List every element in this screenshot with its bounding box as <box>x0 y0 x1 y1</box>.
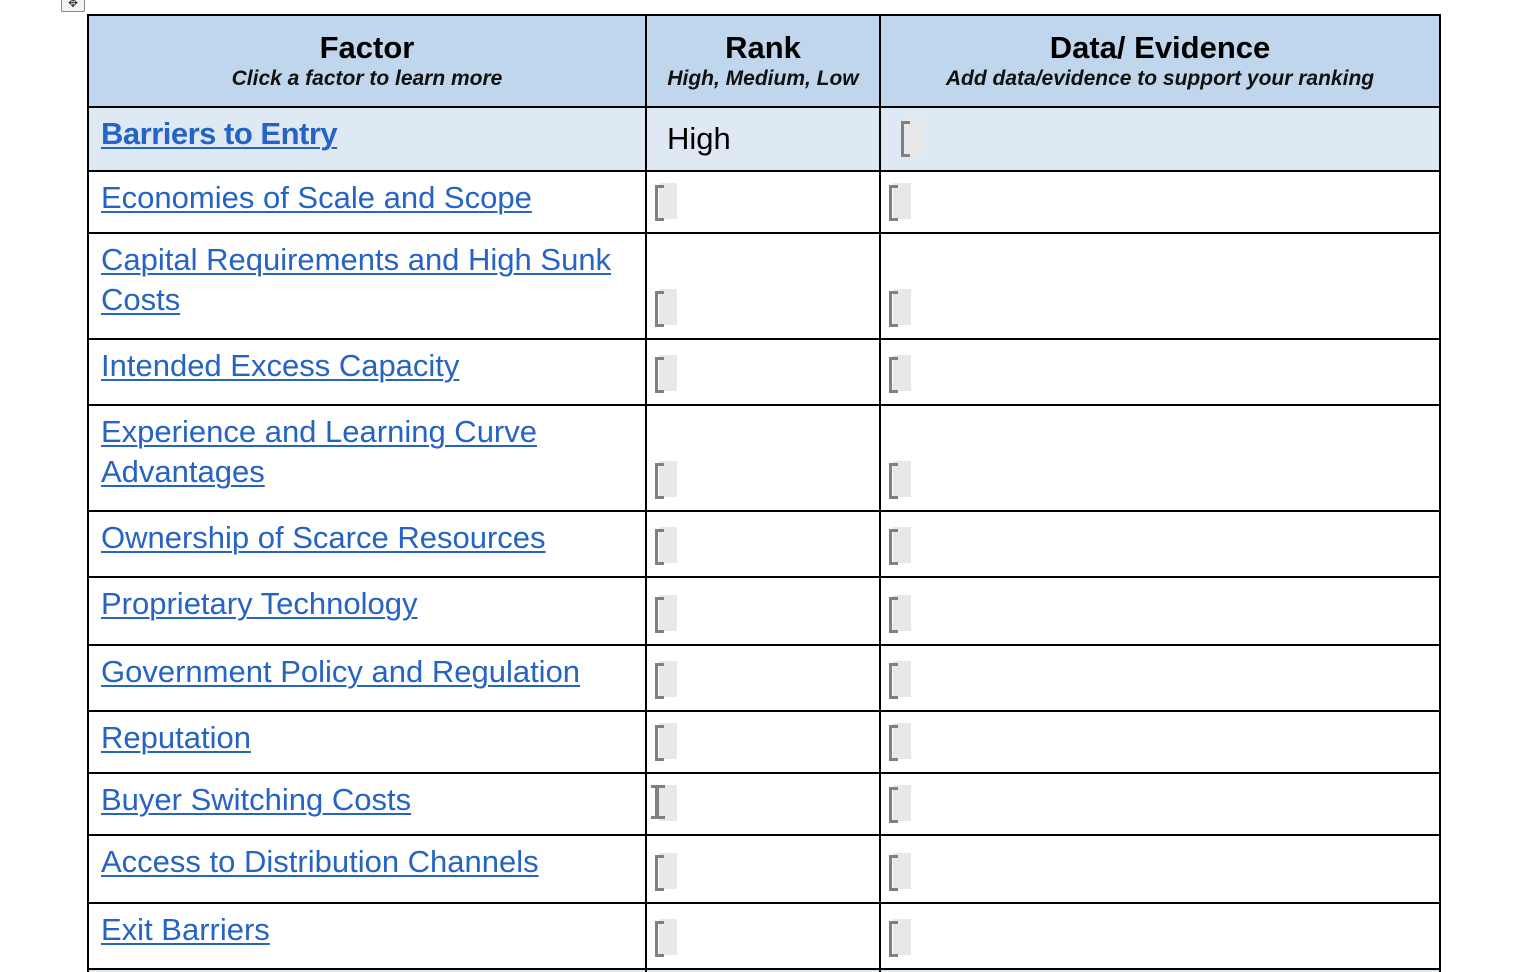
factor-table: Factor Click a factor to learn more Rank H… <box>87 14 1441 972</box>
table-row: Proprietary Technology <box>87 576 1441 646</box>
table-row: Access to Distribution Channels <box>87 834 1441 904</box>
rank-cell[interactable] <box>645 404 881 512</box>
rank-content-control[interactable] <box>655 355 677 393</box>
evidence-content-control[interactable] <box>889 723 911 761</box>
evidence-cell[interactable] <box>879 710 1441 774</box>
rank-cell[interactable]: High <box>645 106 881 172</box>
factor-link[interactable]: Access to Distribution Channels <box>101 844 539 879</box>
table-move-handle-icon[interactable]: ✥ <box>61 0 85 12</box>
header-factor: Factor Click a factor to learn more <box>87 14 647 108</box>
evidence-content-control[interactable] <box>889 919 911 957</box>
evidence-cell[interactable] <box>879 902 1441 970</box>
rank-content-control[interactable] <box>655 527 677 565</box>
factor-link[interactable]: Experience and Learning Curve Advantages <box>101 414 537 489</box>
evidence-content-control[interactable] <box>889 595 911 633</box>
factor-link[interactable]: Exit Barriers <box>101 912 270 947</box>
evidence-cell[interactable] <box>879 106 1441 172</box>
factor-cell: Proprietary Technology <box>87 576 647 646</box>
rank-cell[interactable] <box>645 710 881 774</box>
evidence-content-control[interactable] <box>889 183 911 221</box>
evidence-cell[interactable] <box>879 772 1441 836</box>
table-row: Exit Barriers <box>87 902 1441 970</box>
table-row: Economies of Scale and Scope <box>87 170 1441 234</box>
factor-link[interactable]: Barriers to Entry <box>101 116 338 151</box>
factor-cell: Capital Requirements and High Sunk Costs <box>87 232 647 340</box>
table-row: Intended Excess Capacity <box>87 338 1441 406</box>
rank-cell[interactable] <box>645 644 881 712</box>
rank-content-control[interactable] <box>655 919 677 957</box>
rank-content-control[interactable] <box>655 595 677 633</box>
table-row: Buyer Switching Costs <box>87 772 1441 836</box>
table-row: Reputation <box>87 710 1441 774</box>
table-row: Capital Requirements and High Sunk Costs <box>87 232 1441 340</box>
factor-link[interactable]: Capital Requirements and High Sunk Costs <box>101 242 612 317</box>
factor-cell: Barriers to Entry <box>87 106 647 172</box>
rank-cell[interactable] <box>645 902 881 970</box>
factor-link[interactable]: Intended Excess Capacity <box>101 348 460 383</box>
next-row-cell <box>87 968 647 972</box>
evidence-content-control[interactable] <box>901 118 923 157</box>
factor-link[interactable]: Proprietary Technology <box>101 586 418 621</box>
evidence-cell[interactable] <box>879 170 1441 234</box>
next-row-cell <box>645 968 881 972</box>
next-row-cell <box>879 968 1441 972</box>
rank-cell[interactable] <box>645 576 881 646</box>
rank-cell[interactable] <box>645 772 881 836</box>
evidence-content-control[interactable] <box>889 355 911 393</box>
factor-cell: Ownership of Scarce Resources <box>87 510 647 578</box>
table-row: Government Policy and Regulation <box>87 644 1441 712</box>
table-row: Barriers to Entry High <box>87 106 1441 172</box>
evidence-cell[interactable] <box>879 404 1441 512</box>
rank-content-control[interactable] <box>655 461 677 499</box>
evidence-cell[interactable] <box>879 576 1441 646</box>
table-row: Experience and Learning Curve Advantages <box>87 404 1441 512</box>
header-row: Factor Click a factor to learn more Rank H… <box>87 14 1441 108</box>
evidence-content-control[interactable] <box>889 661 911 699</box>
header-evidence: Data/ Evidence Add data/evidence to suppo… <box>879 14 1441 108</box>
evidence-content-control[interactable] <box>889 461 911 499</box>
next-row-partial <box>87 968 1441 972</box>
evidence-cell[interactable] <box>879 510 1441 578</box>
evidence-cell[interactable] <box>879 232 1441 340</box>
factor-link[interactable]: Buyer Switching Costs <box>101 782 412 817</box>
evidence-cell[interactable] <box>879 644 1441 712</box>
factor-link[interactable]: Government Policy and Regulation <box>101 654 581 689</box>
factor-cell: Reputation <box>87 710 647 774</box>
factor-link[interactable]: Economies of Scale and Scope <box>101 180 532 215</box>
factor-cell: Buyer Switching Costs <box>87 772 647 836</box>
factor-cell: Government Policy and Regulation <box>87 644 647 712</box>
rank-value[interactable]: High <box>667 121 731 156</box>
rank-cell[interactable] <box>645 510 881 578</box>
table-row: Ownership of Scarce Resources <box>87 510 1441 578</box>
factor-cell: Experience and Learning Curve Advantages <box>87 404 647 512</box>
factor-cell: Intended Excess Capacity <box>87 338 647 406</box>
evidence-cell[interactable] <box>879 338 1441 406</box>
evidence-cell[interactable] <box>879 834 1441 904</box>
rank-content-control[interactable] <box>655 853 677 891</box>
rank-content-control[interactable] <box>655 723 677 761</box>
rank-cell[interactable] <box>645 338 881 406</box>
evidence-content-control[interactable] <box>889 853 911 891</box>
factor-cell: Exit Barriers <box>87 902 647 970</box>
rank-cell[interactable] <box>645 834 881 904</box>
factor-link[interactable]: Ownership of Scarce Resources <box>101 520 546 555</box>
factor-cell: Economies of Scale and Scope <box>87 170 647 234</box>
rank-cell[interactable] <box>645 232 881 340</box>
rank-content-control[interactable] <box>655 183 677 221</box>
rank-content-control[interactable] <box>651 785 677 821</box>
rank-cell[interactable] <box>645 170 881 234</box>
rank-content-control[interactable] <box>655 661 677 699</box>
evidence-content-control[interactable] <box>889 527 911 565</box>
rank-content-control[interactable] <box>655 289 677 327</box>
factor-link[interactable]: Reputation <box>101 720 251 755</box>
evidence-content-control[interactable] <box>889 785 911 823</box>
evidence-content-control[interactable] <box>889 289 911 327</box>
factor-cell: Access to Distribution Channels <box>87 834 647 904</box>
header-rank: Rank High, Medium, Low <box>645 14 881 108</box>
